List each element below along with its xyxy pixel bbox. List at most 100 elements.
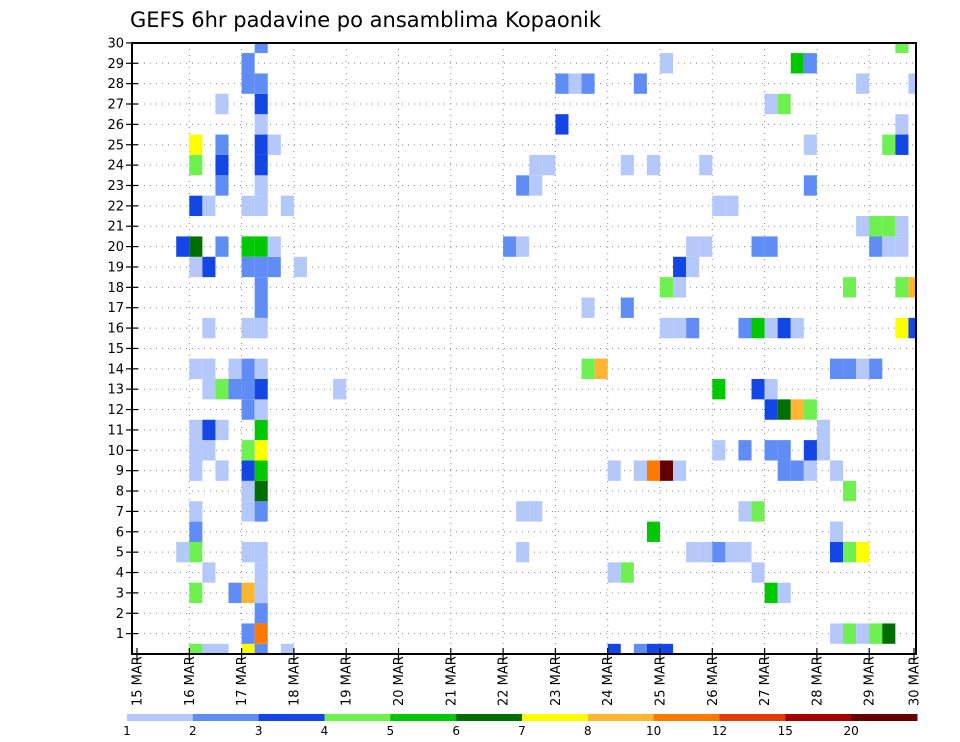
heatmap-cell [686,317,700,339]
heatmap-cell [254,623,268,644]
heatmap-cell [856,358,870,379]
heatmap-cell [673,317,687,339]
heatmap-cell [215,419,229,441]
y-tick-label: 28 [107,77,124,92]
heatmap-cell [254,501,268,522]
heatmap-cell [202,358,216,379]
heatmap-cell [568,73,582,94]
heatmap-cell [829,541,844,563]
heatmap-cell [241,440,255,461]
heatmap-cell [712,440,726,461]
heatmap-cell [516,501,530,522]
heatmap-cell [202,440,216,461]
colorbar-segment [653,714,720,721]
heatmap-cell [189,256,203,278]
y-tick-label: 5 [116,546,124,561]
heatmap-cell [202,317,216,339]
heatmap-cell [633,460,647,481]
x-tick-label: 25 MAR [654,656,669,706]
y-tick-label: 21 [107,220,124,235]
heatmap-cell [202,195,216,217]
y-tick-label: 25 [107,138,124,153]
heatmap-cells [176,43,916,654]
colorbar-segment [456,714,523,721]
heatmap-cell [176,541,190,563]
heatmap-cell [241,623,255,644]
heatmap-cell [764,236,778,257]
heatmap-cell [829,460,844,481]
heatmap-cell [241,541,255,563]
heatmap-cell [790,53,804,74]
heatmap-cell [633,643,647,654]
heatmap-cell [908,317,916,339]
colorbar-segment [522,714,589,721]
heatmap-cell [581,73,595,94]
heatmap-cell [254,43,268,54]
heatmap-cell [594,358,608,379]
heatmap-cell [254,175,268,196]
heatmap-cell [686,236,700,257]
heatmap-cell [241,236,255,257]
heatmap-cell [620,154,634,176]
x-tick-label: 28 MAR [810,656,825,706]
colorbar-segment [851,714,918,721]
heatmap-cell [607,460,621,481]
x-tick-label: 18 MAR [287,656,302,706]
heatmap-cell [254,541,268,563]
y-tick-label: 18 [107,281,124,296]
colorbar-segment [587,714,655,721]
heatmap-cell [869,358,883,379]
heatmap-cell [516,175,530,196]
x-tick-label: 24 MAR [601,656,616,706]
heatmap-cell [581,297,595,318]
heatmap-cell [189,358,203,379]
heatmap-cell [280,195,294,217]
heatmap-cell [555,114,569,135]
heatmap-cell [241,195,255,217]
heatmap-cell [856,623,870,644]
heatmap-cell [215,134,229,155]
colorbar-label: 1 [123,724,131,738]
heatmap-cell [673,460,687,481]
heatmap-cell [712,541,726,563]
heatmap-cell [529,154,543,176]
heatmap-cell [241,256,255,278]
x-tick-label: 16 MAR [183,656,198,706]
x-tick-label: 27 MAR [758,656,773,706]
heatmap-cell [176,236,190,257]
heatmap-cell [254,419,268,441]
x-tick-label: 19 MAR [340,656,355,706]
y-tick-label: 24 [107,159,124,174]
heatmap-cell [633,73,647,94]
heatmap-cell [215,236,229,257]
heatmap-cell [895,114,909,135]
heatmap-cell [895,317,909,339]
heatmap-cell [267,256,281,278]
heatmap-cell [660,317,674,339]
y-tick-label: 20 [107,240,124,255]
heatmap-cell [712,195,726,217]
y-tick-label: 7 [116,505,124,520]
heatmap-cell [241,358,255,379]
heatmap-cell [215,175,229,196]
heatmap-cell [673,256,687,278]
heatmap-cell [895,134,909,155]
heatmap-cell [856,73,870,94]
heatmap-cell [516,541,530,563]
heatmap-cell [777,582,791,604]
colorbar-label: 10 [646,724,661,738]
colorbar-label: 7 [518,724,526,738]
heatmap-cell [241,317,255,339]
heatmap-cell [856,216,870,237]
y-tick-label: 15 [107,342,124,357]
y-tick-label: 27 [107,98,124,113]
heatmap-cell [280,643,294,654]
heatmap-cell [856,541,870,563]
heatmap-cell [215,379,229,400]
heatmap-cell [777,440,791,461]
heatmap-cell [189,154,203,176]
heatmap-cell [803,440,817,461]
colorbar-segment [390,714,457,721]
heatmap-cell [228,379,242,400]
heatmap-cell [293,256,307,278]
